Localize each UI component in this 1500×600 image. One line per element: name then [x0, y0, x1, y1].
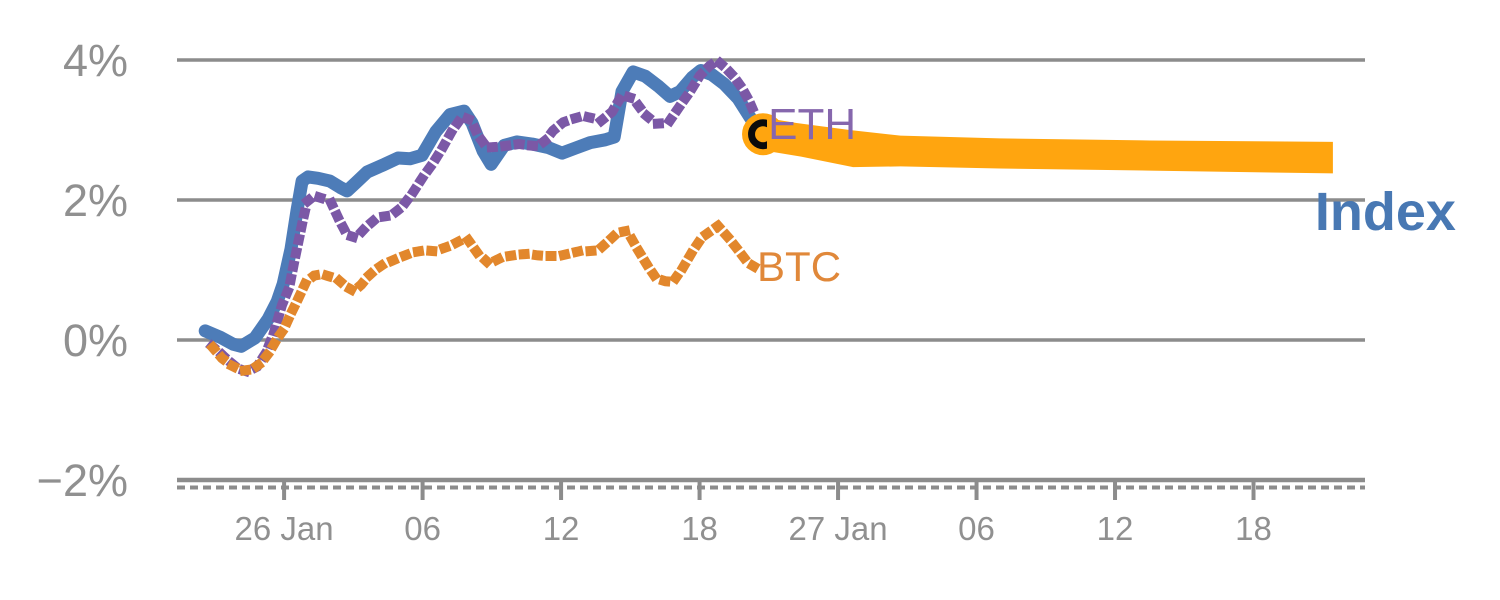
x-tick-label-0: 26 Jan	[235, 510, 334, 547]
y-tick-label--2pct: −2%	[37, 455, 128, 506]
y-tick-label-4pct: 4%	[63, 35, 128, 86]
x-tick-label-3: 18	[681, 510, 718, 547]
x-tick-label-7: 18	[1235, 510, 1272, 547]
eth-line	[205, 54, 762, 377]
forecast-band	[767, 118, 1333, 174]
btc-line	[205, 219, 761, 376]
x-tick-label-5: 06	[958, 510, 995, 547]
x-tick-label-6: 12	[1097, 510, 1134, 547]
y-tick-label-0pct: 0%	[63, 315, 128, 366]
series-label-eth: ETH	[768, 100, 856, 149]
x-tick-label-1: 06	[404, 510, 441, 547]
y-tick-label-2pct: 2%	[63, 175, 128, 226]
x-tick-label-2: 12	[543, 510, 580, 547]
x-tick-label-4: 27 Jan	[789, 510, 888, 547]
series-label-index: Index	[1315, 182, 1456, 242]
series-label-btc: BTC	[757, 243, 841, 290]
